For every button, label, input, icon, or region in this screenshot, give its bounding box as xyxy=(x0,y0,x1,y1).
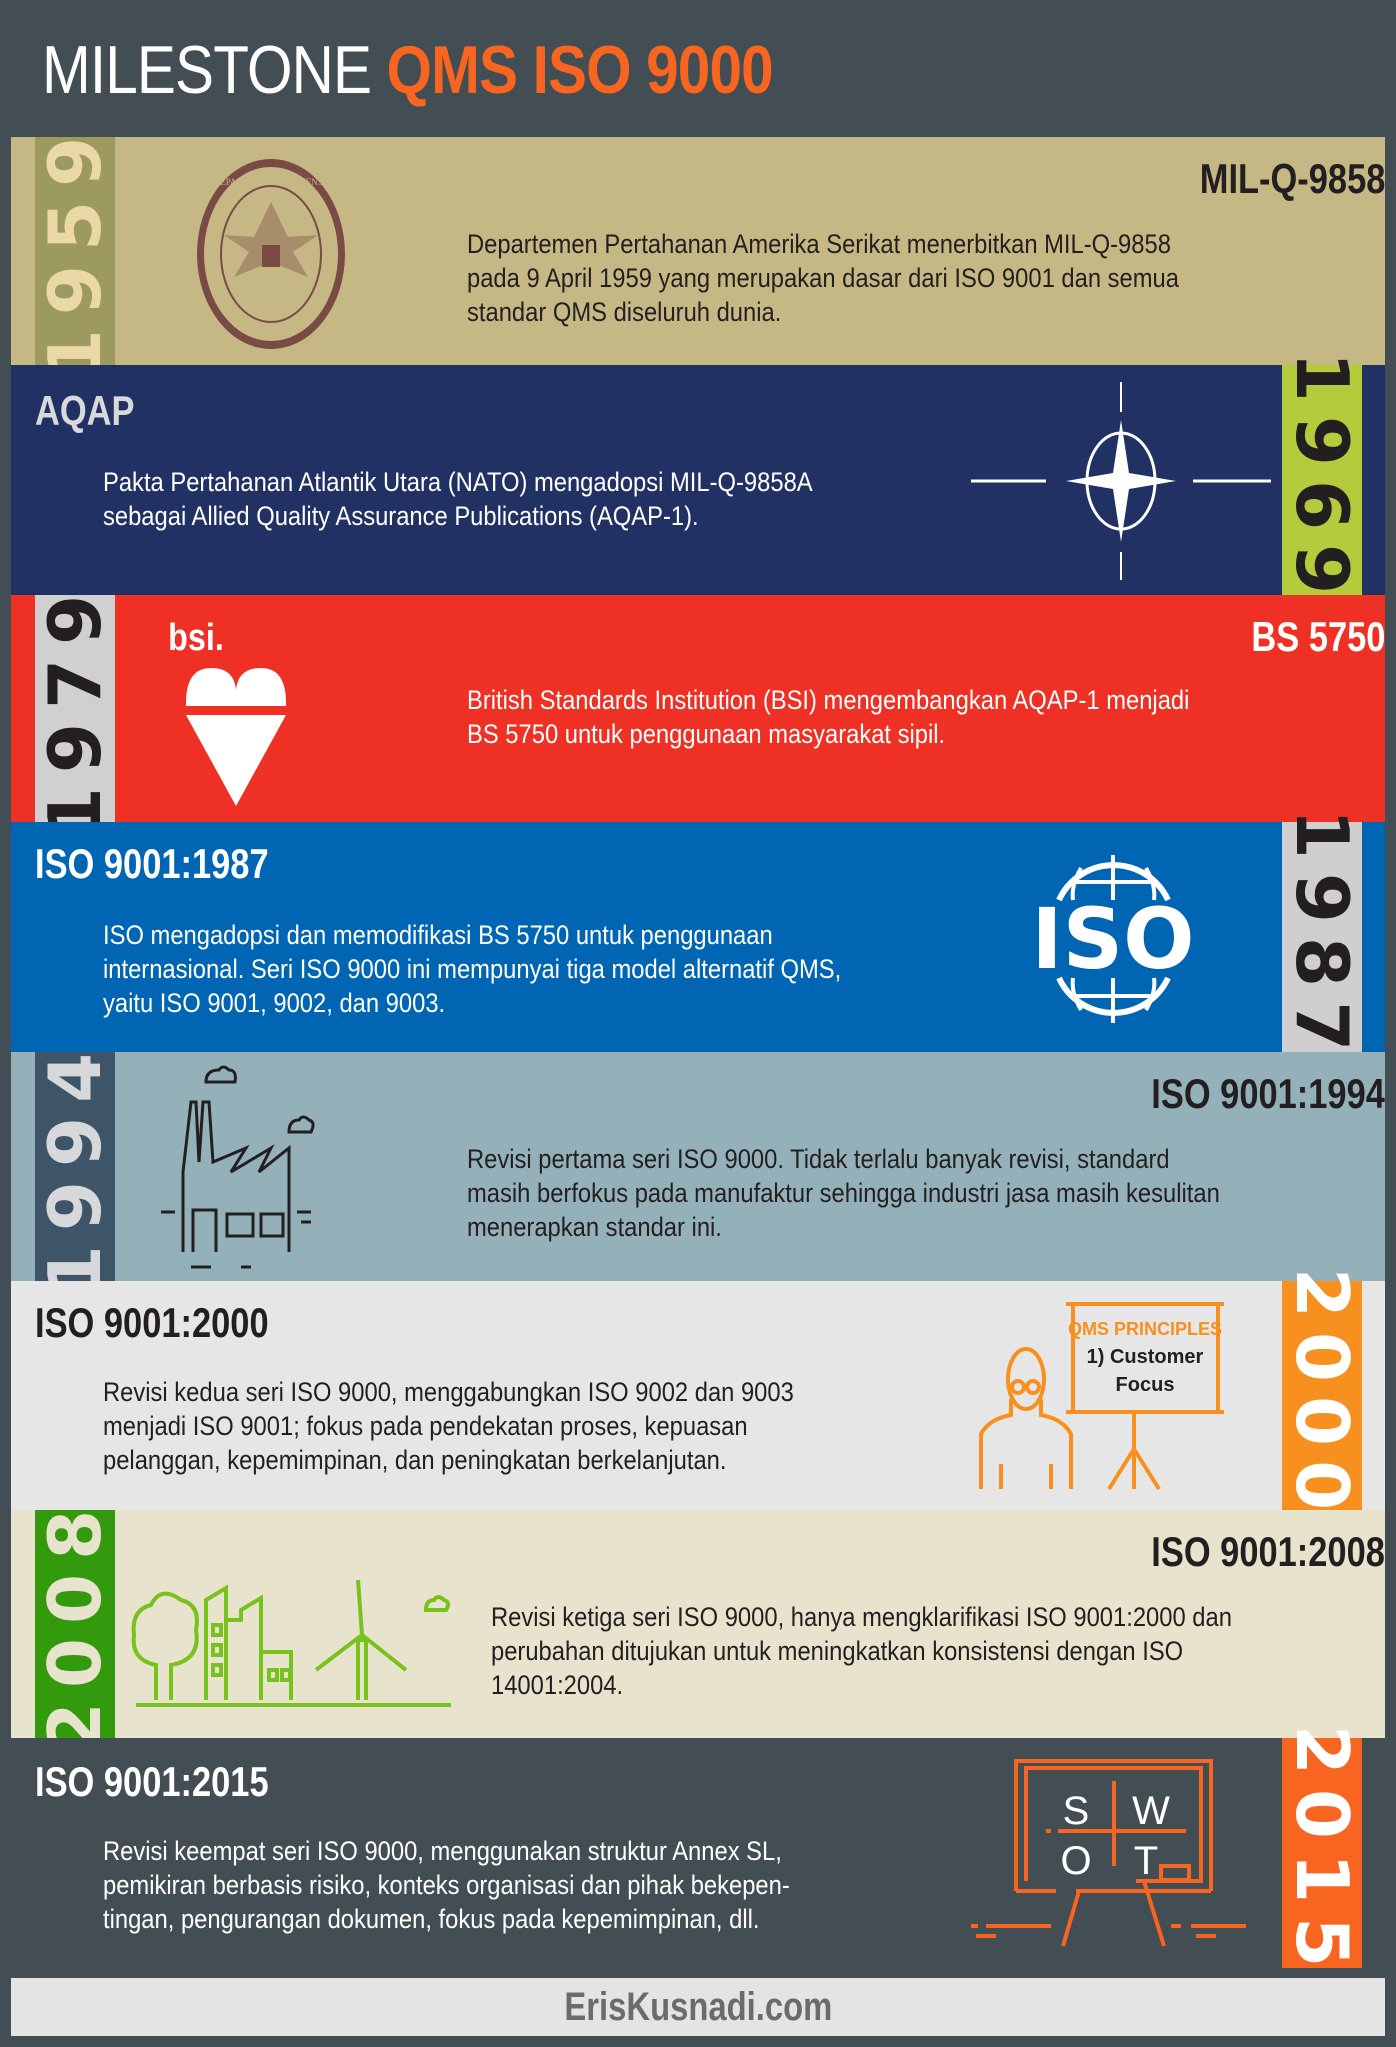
year-strip: 1987 xyxy=(1280,809,1364,1065)
milestone-1987: 1987 ISO 9001:1987 ISO mengadopsi dan me… xyxy=(11,809,1385,1065)
swot-o: O xyxy=(1060,1839,1091,1883)
milestone-description: Departemen Pertahanan Amerika Serikat me… xyxy=(467,229,1179,327)
year-strip: 1979 xyxy=(33,580,117,836)
milestone-1969: 1969 AQAP Pakta Pertahanan Atlantik Utar… xyxy=(11,352,1385,608)
bsi-logo-text: bsi. xyxy=(168,617,224,659)
milestone-title: ISO 9001:1994 xyxy=(1151,1070,1385,1117)
year-label: 2015 xyxy=(1280,1724,1365,1982)
footer: ErisKusnadi.com xyxy=(11,1978,1385,2036)
year-label: 2000 xyxy=(1280,1267,1365,1524)
milestone-title: ISO 9001:2008 xyxy=(1151,1528,1385,1575)
swot-s: S xyxy=(1063,1789,1090,1833)
swot-w: W xyxy=(1132,1789,1170,1833)
board-line-1: 1) Customer xyxy=(1087,1346,1204,1368)
green-city-icon xyxy=(131,1580,451,1707)
bsi-heart-logo-icon xyxy=(186,668,286,806)
iso-globe-logo-icon: ISO xyxy=(1031,855,1195,1023)
year-strip: 1959 xyxy=(33,123,117,379)
year-label: 1979 xyxy=(33,580,118,837)
board-line-2: Focus xyxy=(1116,1374,1175,1396)
year-label: 1969 xyxy=(1280,351,1365,609)
milestone-description: Revisi ketiga seri ISO 9000, hanya mengk… xyxy=(491,1602,1232,1700)
swot-board-icon: S W O T xyxy=(971,1759,1246,1947)
milestone-description: ISO mengadopsi dan memodifikasi BS 5750 … xyxy=(103,920,842,1018)
milestone-description: Pakta Pertahanan Atlantik Utara (NATO) m… xyxy=(103,467,812,531)
swot-t: T xyxy=(1134,1839,1158,1883)
page-title: MILESTONE QMS ISO 9000 xyxy=(42,30,774,110)
milestone-2008: 2008 ISO 9001:2008 Revisi ketiga seri IS… xyxy=(11,1496,1385,1752)
milestone-1994: 1994 ISO 9001:1994 Revisi pertama seri I… xyxy=(11,1038,1385,1295)
iso-logo-text: ISO xyxy=(1031,890,1194,988)
nato-compass-icon xyxy=(971,382,1271,580)
title-bold: QMS ISO 9000 xyxy=(386,32,774,108)
milestone-1979: 1979 bsi. BS 5750 British Standards Inst… xyxy=(11,580,1385,837)
milestone-description: Revisi kedua seri ISO 9000, menggabungka… xyxy=(103,1377,794,1475)
milestone-description: Revisi pertama seri ISO 9000. Tidak terl… xyxy=(467,1144,1220,1242)
year-label: 1987 xyxy=(1280,808,1365,1066)
footer-site: ErisKusnadi.com xyxy=(564,1984,832,2029)
milestone-title: AQAP xyxy=(35,387,135,434)
factory-icon xyxy=(161,1065,315,1269)
title-light: MILESTONE xyxy=(42,32,372,108)
milestone-2000: 2000 ISO 9001:2000 Revisi kedua seri ISO… xyxy=(11,1267,1385,1524)
milestone-1959: 1959 DEPARTMENT OF DEFENSE MIL-Q-9858 De… xyxy=(11,123,1385,379)
presenter-board-icon: QMS PRINCIPLES 1) Customer Focus xyxy=(979,1302,1224,1491)
milestone-2015: 2015 ISO 9001:2015 Revisi keempat seri I… xyxy=(11,1725,1385,1981)
milestone-title: ISO 9001:2015 xyxy=(35,1758,269,1805)
svg-text:DEPARTMENT OF DEFENSE: DEPARTMENT OF DEFENSE xyxy=(214,177,329,187)
year-label: 2008 xyxy=(33,1495,118,1753)
year-strip: 2000 xyxy=(1280,1267,1364,1523)
year-label: 1959 xyxy=(33,122,118,380)
year-strip: 1994 xyxy=(33,1038,117,1294)
year-strip: 1969 xyxy=(1280,352,1364,608)
milestone-description: Revisi keempat seri ISO 9000, menggunaka… xyxy=(103,1836,790,1934)
department-of-defense-seal-icon: DEPARTMENT OF DEFENSE xyxy=(197,159,345,349)
year-strip: 2015 xyxy=(1280,1725,1364,1981)
milestone-title: ISO 9001:1987 xyxy=(35,840,269,887)
year-label: 1994 xyxy=(33,1038,118,1295)
board-title: QMS PRINCIPLES xyxy=(1068,1319,1222,1339)
milestone-title: ISO 9001:2000 xyxy=(35,1299,269,1346)
year-strip: 2008 xyxy=(33,1496,117,1752)
milestone-description: British Standards Institution (BSI) meng… xyxy=(467,685,1190,749)
milestone-title: BS 5750 xyxy=(1250,613,1385,660)
milestone-title: MIL-Q-9858 xyxy=(1199,155,1385,202)
